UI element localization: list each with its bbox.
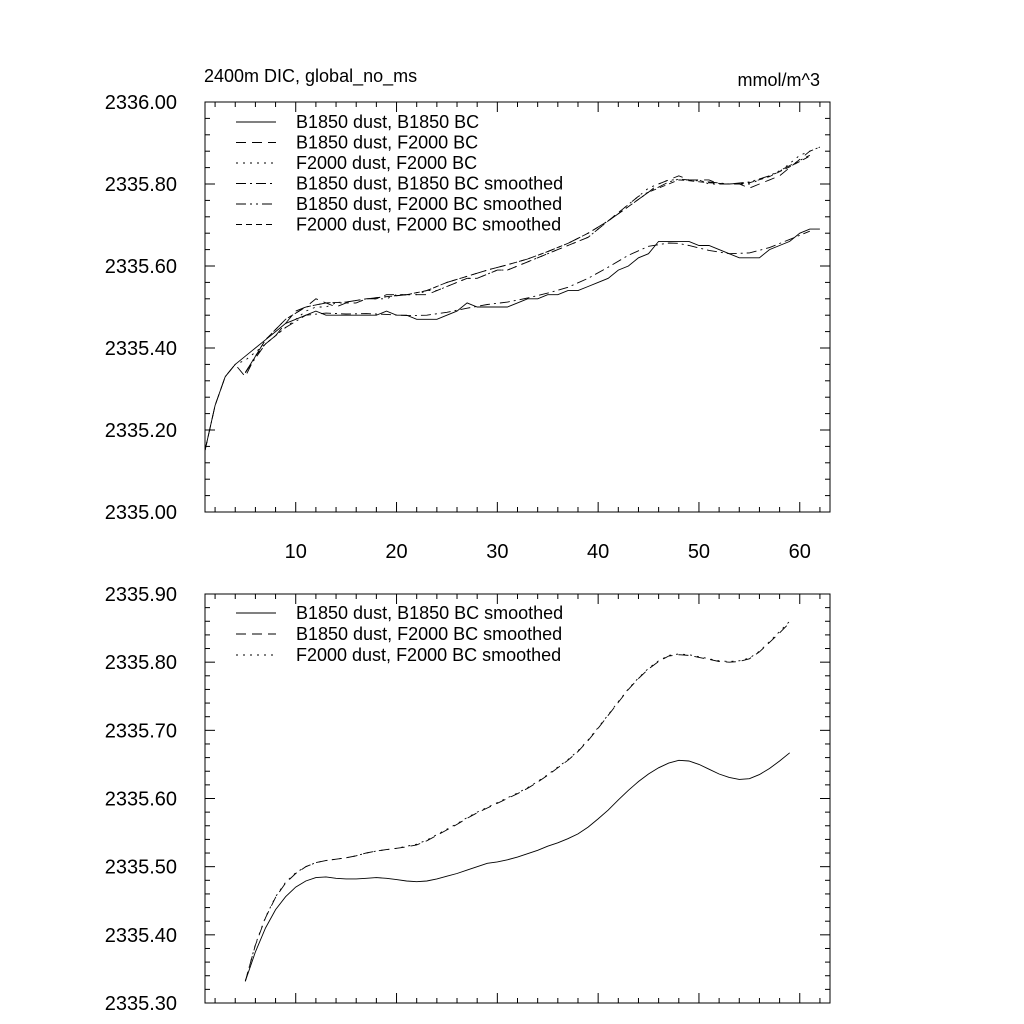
top-line-chart: 2400m DIC, global_no_ms mmol/m^3 10 20 30 4… [105, 66, 831, 563]
y-tick-label: 2335.70 [105, 720, 177, 742]
bottom-line-chart: 2335.30 2335.40 2335.50 2335.60 2335.70 2335.… [105, 584, 831, 1015]
y-tick-label: 2335.60 [105, 789, 177, 811]
x-tick-label: 20 [385, 541, 407, 563]
y-tick-label: 2335.30 [105, 993, 177, 1015]
legend-entry: B1850 dust, F2000 BC [296, 133, 478, 153]
x-tick-label: 30 [486, 541, 508, 563]
series-line [244, 620, 791, 982]
series-line [244, 154, 811, 373]
chart-title: 2400m DIC, global_no_ms [204, 66, 417, 87]
y-tick-label: 2336.00 [105, 92, 177, 114]
x-tick-label: 50 [688, 541, 710, 563]
y-tick-label: 2335.40 [105, 338, 177, 360]
y-tick-label: 2335.50 [105, 857, 177, 879]
legend-entry: F2000 dust, F2000 BC smoothed [296, 215, 561, 235]
series-line [204, 146, 821, 451]
y-tick-label: 2335.20 [105, 420, 177, 442]
x-tick-label: 40 [587, 541, 609, 563]
legend-entry: B1850 dust, F2000 BC smoothed [296, 624, 562, 644]
legend-entry: B1850 dust, B1850 BC smoothed [296, 603, 563, 623]
x-tick-label: 60 [789, 541, 811, 563]
series-line [244, 752, 790, 982]
legend-entry: B1850 dust, B1850 BC [296, 112, 479, 132]
legend-entry: F2000 dust, F2000 BC [296, 153, 477, 173]
y-tick-label: 2335.80 [105, 652, 177, 674]
x-tick-label: 10 [285, 541, 307, 563]
series-line [204, 228, 820, 451]
series-line [244, 155, 811, 373]
y-tick-label: 2335.00 [105, 502, 177, 524]
series-line [244, 622, 791, 982]
series-line [204, 146, 821, 451]
units-label: mmol/m^3 [738, 70, 820, 90]
series-line [244, 230, 810, 373]
y-tick-label: 2335.40 [105, 925, 177, 947]
y-tick-label: 2335.90 [105, 584, 177, 606]
legend-entry: F2000 dust, F2000 BC smoothed [296, 645, 561, 665]
legend-entry: B1850 dust, F2000 BC smoothed [296, 194, 562, 214]
y-tick-label: 2335.80 [105, 174, 177, 196]
legend-entry: B1850 dust, B1850 BC smoothed [296, 174, 563, 194]
y-tick-label: 2335.60 [105, 256, 177, 278]
